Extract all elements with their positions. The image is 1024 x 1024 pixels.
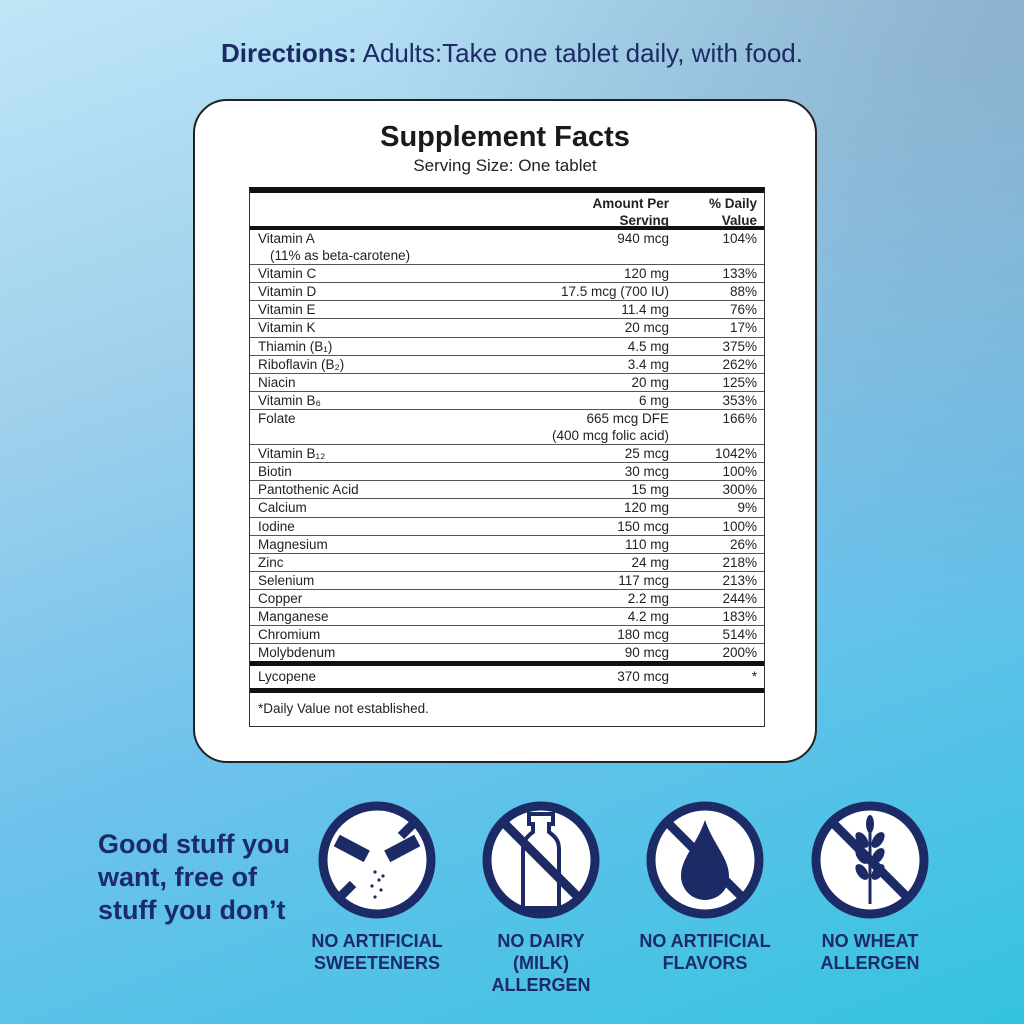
- divider: [250, 688, 764, 694]
- table-header: Amount Per Serving % Daily Value: [250, 193, 764, 230]
- amount-header: Amount Per Serving: [592, 196, 669, 228]
- table-row: Vitamin C 120 mg 133%: [250, 265, 764, 284]
- table-row: Molybdenum 90 mcg 200%: [258, 645, 757, 661]
- divider: [250, 661, 764, 667]
- table-row: Biotin 30 mcg 100%: [250, 463, 764, 482]
- table-row: Chromium 180 mcg 514%: [250, 626, 764, 645]
- table-row: Vitamin A (11% as beta-carotene) 940 mcg 10…: [250, 230, 764, 266]
- supplement-facts-panel: Supplement Facts Serving Size: One table…: [193, 99, 817, 763]
- table-row: Thiamin (B₁) 4.5 mg 375%: [250, 338, 764, 356]
- table-row: Folate 665 mcg DFE (400 mcg folic acid) 166…: [250, 410, 764, 446]
- table-row: Pantothenic Acid 15 mg 300%: [250, 481, 764, 500]
- facts-table: Amount Per Serving % Daily Value Vitamin A…: [249, 187, 765, 728]
- table-row: Magnesium 110 mg 26%: [250, 536, 764, 554]
- directions: Directions: Adults:Take one tablet daily…: [0, 38, 1024, 69]
- directions-label: Directions:: [221, 38, 357, 68]
- table-row-lycopene: Lycopene 370 mcg *: [258, 669, 757, 685]
- table-row: Copper 2.2 mg 244%: [250, 590, 764, 608]
- table-row: Vitamin E 11.4 mg 76%: [250, 301, 764, 320]
- tagline: Good stuff you want, free of stuff you d…: [98, 829, 290, 925]
- no-milk-icon: [482, 801, 600, 919]
- directions-text: Adults:Take one tablet daily, with food.: [362, 38, 803, 68]
- badge-label-wheat: NO WHEAT ALLERGEN: [820, 931, 920, 973]
- no-sweetener-icon: [318, 801, 436, 919]
- no-wheat-icon: [811, 801, 929, 919]
- table-row: Vitamin D 17.5 mcg (700 IU) 88%: [250, 283, 764, 302]
- table-row: Vitamin B₁₂ 25 mcg 1042%: [250, 445, 764, 464]
- table-row: Vitamin K 20 mcg 17%: [250, 319, 764, 338]
- table-row: Iodine 150 mcg 100%: [250, 518, 764, 536]
- table-row: Selenium 117 mcg 213%: [250, 572, 764, 590]
- footnote: *Daily Value not established.: [258, 701, 429, 717]
- panel-title: Supplement Facts: [380, 121, 630, 153]
- serving-size: Serving Size: One tablet: [413, 156, 597, 175]
- badge-label-flavors: NO ARTIFICIAL FLAVORS: [639, 931, 771, 973]
- table-row: Riboflavin (B₂) 3.4 mg 262%: [250, 356, 764, 374]
- no-flavor-drop-icon: [646, 801, 764, 919]
- table-row: Vitamin B₆ 6 mg 353%: [250, 392, 764, 410]
- badge-label-sweeteners: NO ARTIFICIAL SWEETENERS: [311, 931, 443, 973]
- table-row: Manganese 4.2 mg 183%: [250, 608, 764, 627]
- dv-header: % Daily Value: [708, 196, 757, 228]
- table-row: Calcium 120 mg 9%: [250, 499, 764, 518]
- table-row: Zinc 24 mg 218%: [250, 554, 764, 572]
- table-row: Niacin 20 mg 125%: [250, 374, 764, 392]
- badge-label-dairy: NO DAIRY (MILK) ALLERGEN: [491, 931, 591, 995]
